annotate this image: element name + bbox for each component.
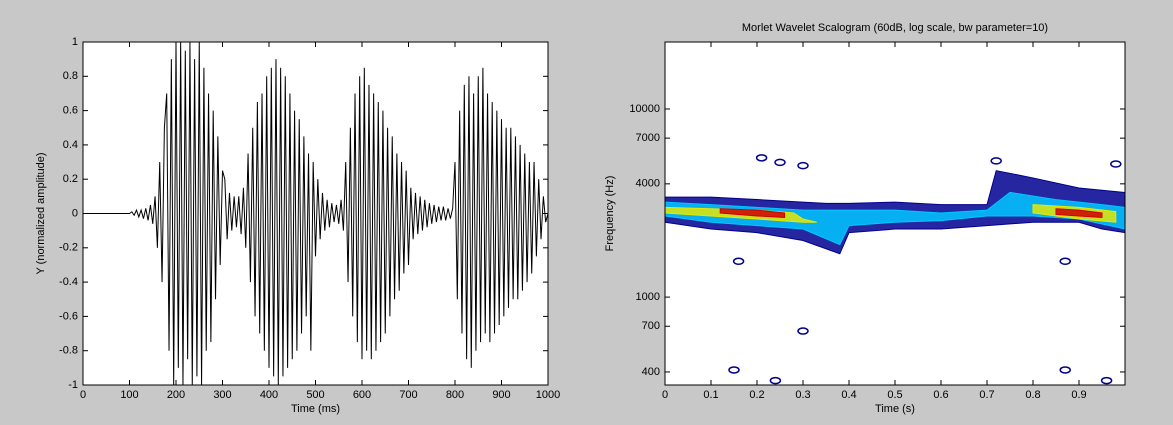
marks xyxy=(665,154,1125,385)
contour-blob xyxy=(1059,366,1071,374)
x-tick-label: 1000 xyxy=(536,389,560,401)
x-tick-label: 0.9 xyxy=(1071,389,1086,401)
contour-blob xyxy=(774,158,786,167)
x-tick-label: 0.1 xyxy=(703,389,718,401)
contour-blob xyxy=(1059,257,1071,266)
y-tick-label: 0.8 xyxy=(63,70,78,82)
axes: 0 100 200 300 400 500 600 700 800 900 1000 -1 -0.8 -0… xyxy=(35,36,560,415)
chart-title: Morlet Wavelet Scalogram (60dB, log scal… xyxy=(742,22,1048,34)
x-tick-label: 0.2 xyxy=(749,389,764,401)
x-tick-label: 500 xyxy=(306,389,324,401)
x-tick-label: 0.5 xyxy=(887,389,902,401)
contour-region xyxy=(1055,208,1103,219)
x-tick-label: 900 xyxy=(492,389,510,401)
y-axis-label: Frequency (Hz) xyxy=(604,176,616,252)
contour-blob xyxy=(797,161,809,170)
waveform xyxy=(83,42,548,385)
x-tick-label: 100 xyxy=(120,389,138,401)
x-tick-label: 200 xyxy=(167,389,185,401)
y-axis-label: Y (normalized amplitude) xyxy=(35,152,47,274)
y-tick-label: 4000 xyxy=(636,178,660,190)
contour-blob xyxy=(728,366,740,374)
y-tick-label: 400 xyxy=(642,366,660,378)
y-tick-label: -0.2 xyxy=(59,242,78,254)
y-tick-label: 0.4 xyxy=(63,139,78,151)
contour-region xyxy=(665,191,1125,246)
contour-blob xyxy=(990,157,1002,165)
x-tick-label: 0.4 xyxy=(841,389,856,401)
contour-blob xyxy=(1100,376,1113,385)
x-tick-label: 700 xyxy=(399,389,417,401)
contour-blob xyxy=(769,376,782,385)
y-tick-label: 0.6 xyxy=(63,105,78,117)
y-tick-label: 700 xyxy=(642,320,660,332)
y-tick-label: 10000 xyxy=(629,103,660,115)
y-tick-label: -0.8 xyxy=(59,345,78,357)
x-axis-label: Time (ms) xyxy=(291,403,340,415)
x-tick-label: 0 xyxy=(80,389,86,401)
contour-blob xyxy=(755,154,768,162)
x-tick-label: 600 xyxy=(353,389,371,401)
contour-blob xyxy=(1110,160,1122,168)
x-tick-label: 300 xyxy=(213,389,231,401)
y-tick-label: 1 xyxy=(72,36,78,48)
marks xyxy=(83,42,548,385)
contour-blob xyxy=(797,327,809,335)
x-tick-label: 400 xyxy=(260,389,278,401)
x-tick-label: 0.7 xyxy=(979,389,994,401)
y-tick-label: 0.2 xyxy=(63,173,78,185)
y-tick-label: 7000 xyxy=(636,132,660,144)
x-tick-label: 0.8 xyxy=(1025,389,1040,401)
x-tick-label: 0 xyxy=(662,389,668,401)
x-tick-label: 0.6 xyxy=(933,389,948,401)
y-tick-label: -0.4 xyxy=(59,276,78,288)
y-tick-label: 0 xyxy=(72,207,78,219)
y-tick-label: -1 xyxy=(68,379,78,391)
contour-region xyxy=(719,208,786,219)
y-tick-label: 1000 xyxy=(636,291,660,303)
contour-blob xyxy=(732,257,745,266)
x-tick-label: 800 xyxy=(446,389,464,401)
x-tick-label: 0.3 xyxy=(795,389,810,401)
x-axis-label: Time (s) xyxy=(875,403,915,415)
axes: 0 0.1 0.2 0.3 0.4 0.5 0.6 0.7 0.8 0.9 400 700 1000 40… xyxy=(604,22,1126,415)
y-tick-label: -0.6 xyxy=(59,310,78,322)
